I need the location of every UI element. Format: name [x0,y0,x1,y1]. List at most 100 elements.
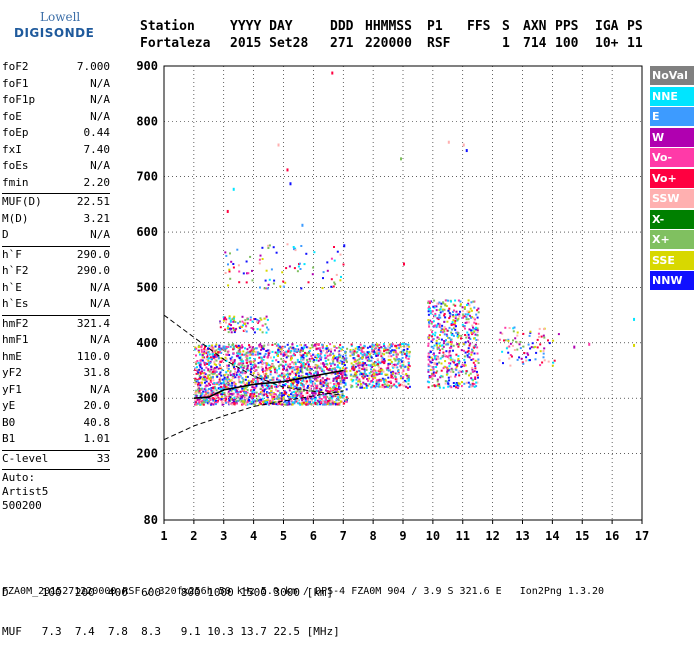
echo-point [265,375,268,378]
param-divider [2,314,110,316]
echo-point [282,346,285,349]
echo-point [303,366,306,369]
echo-point [449,375,452,378]
echo-point [259,356,262,359]
echo-point [471,368,474,371]
echo-point [247,379,250,382]
echo-point [223,347,226,350]
echo-point [266,391,269,394]
echo-point [296,394,298,397]
echo-point [398,384,401,387]
echo-point [377,385,380,388]
echo-point [295,400,298,403]
echo-point [374,346,377,349]
echo-point [354,365,357,368]
echo-point [231,364,234,367]
param-key: M(D) [2,211,29,225]
echo-point [232,263,235,265]
echo-point [300,376,303,379]
echo-point [238,281,241,284]
echo-point [449,315,452,318]
echo-point [265,372,268,375]
echo-point [307,365,310,368]
x-tick-label: 16 [605,529,619,543]
echo-point [461,385,463,388]
header-cell: 11 [627,36,643,51]
echo-point [243,396,246,399]
echo-point [401,353,404,356]
echo-point [254,380,257,383]
echo-point [317,372,319,375]
echo-point [357,364,360,367]
echo-point [310,399,313,402]
echo-point [241,387,244,390]
echo-point [339,253,342,256]
echo-point [272,246,275,249]
echo-point [253,358,256,361]
echo-point [297,369,299,372]
echo-point [314,396,317,399]
echo-point [513,349,516,351]
echo-point [439,334,441,336]
echo-point [265,287,268,290]
echo-point [222,399,225,401]
echo-point [236,387,239,390]
echo-point [360,384,363,387]
echo-point [432,372,435,375]
echo-point [457,345,460,348]
echo-point [203,372,206,374]
echo-point [380,372,383,375]
echo-point [222,380,225,382]
echo-point [291,403,294,406]
echo-point [296,383,299,386]
echo-point [214,403,217,405]
echo-point [505,347,508,350]
echo-point [254,400,257,403]
echo-point [252,386,255,389]
echo-point [206,350,208,353]
echo-point [356,376,359,379]
echo-point [461,310,464,313]
echo-point [295,392,297,395]
echo-point [220,382,223,385]
echo-point [318,367,321,370]
echo-point [360,373,363,375]
echo-point [259,397,261,400]
echo-point [331,370,334,373]
echo-point [237,349,240,352]
echo-point [443,330,446,333]
echo-point [277,379,280,382]
echo-point [344,354,347,357]
echo-point [316,399,319,402]
echo-point [227,401,230,404]
echo-point [264,323,267,326]
echo-point [237,391,239,394]
echo-point [281,347,283,350]
echo-point [208,374,211,377]
echo-point [456,313,459,316]
echo-point [386,381,389,384]
echo-point [429,309,432,312]
echo-point [433,353,435,356]
echo-point [435,358,438,361]
echo-point [373,364,376,367]
echo-point [305,346,308,349]
echo-point [230,392,233,395]
echo-point [309,347,312,350]
echo-point [231,359,234,362]
echo-point [292,246,295,248]
echo-point [340,396,343,399]
echo-point [286,368,288,371]
echo-point [300,359,303,362]
echo-point [337,376,340,379]
echo-point [469,372,472,375]
echo-point [448,326,451,329]
echo-point [329,387,332,390]
echo-point [427,355,430,358]
echo-point [216,375,219,378]
echo-point [333,401,336,404]
echo-point [399,351,402,354]
echo-point [223,317,226,320]
echo-point [320,398,323,400]
echo-point [341,362,344,365]
